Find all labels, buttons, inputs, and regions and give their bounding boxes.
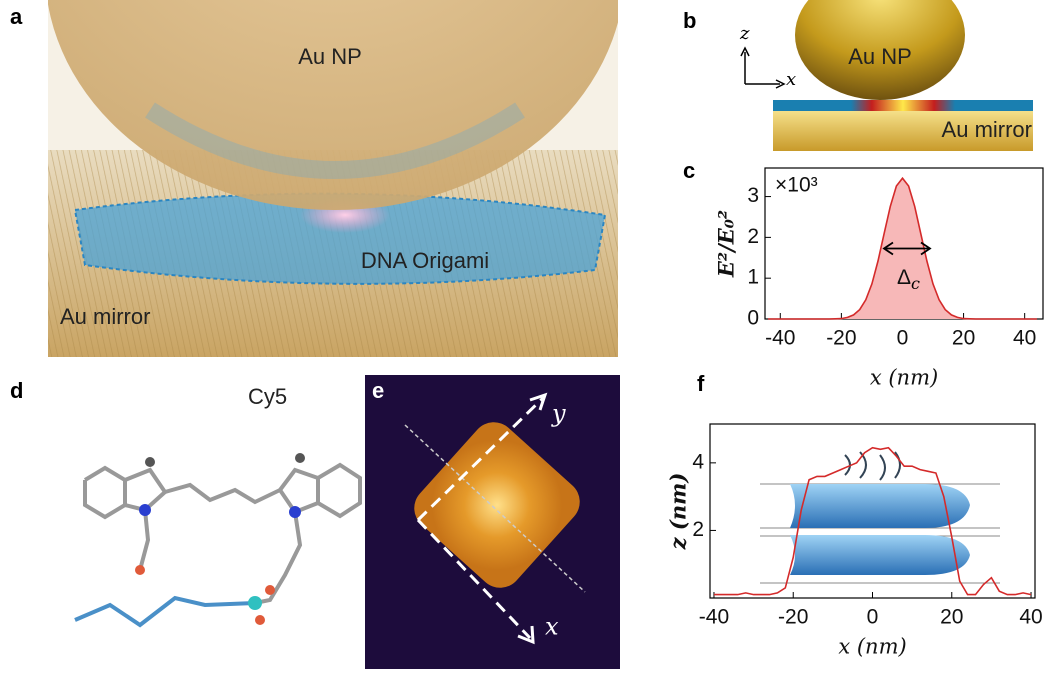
axis-label: z [739, 23, 750, 44]
axis-label: y [551, 400, 566, 428]
x-tick-label: -20 [778, 606, 808, 629]
x-axis-label: x (nm) [870, 366, 938, 390]
y-tick-label: 1 [747, 266, 759, 289]
width-subscript: c [911, 274, 920, 293]
x-tick-label: 40 [1013, 327, 1036, 350]
origami-label: DNA Origami [361, 248, 489, 273]
panel-letter: b [683, 8, 696, 33]
x-tick-label: 20 [940, 606, 963, 629]
x-tick-label: 0 [867, 606, 879, 629]
width-symbol: Δ [897, 266, 911, 289]
np-label: Au NP [848, 44, 912, 69]
x-tick-label: -40 [699, 606, 729, 629]
axis-label: x [545, 613, 559, 641]
y-tick-label: 2 [692, 518, 704, 541]
axis-label: x [786, 69, 796, 90]
y-tick-label: 2 [747, 225, 759, 248]
origami-inset [760, 452, 1000, 583]
x-tick-label: 40 [1019, 606, 1042, 629]
annotation: ×10³ [775, 174, 818, 197]
figure: a Au NP DNA Origami Au mirror b z x Au N… [0, 0, 1050, 669]
y-tick-label: 4 [692, 450, 704, 473]
mirror-label: Au mirror [942, 117, 1032, 142]
panel-letter: a [10, 4, 23, 29]
x-tick-label: -40 [765, 327, 795, 350]
np-label: Au NP [298, 44, 362, 69]
panel-letter: f [697, 371, 705, 396]
x-tick-label: -20 [826, 327, 856, 350]
y-axis-label: z (nm) [666, 473, 691, 551]
y-tick-label: 3 [747, 184, 759, 207]
x-axis-label: x (nm) [838, 635, 906, 659]
y-tick-label: 0 [747, 307, 759, 330]
panel-letter: e [372, 378, 384, 403]
molecule-illustration [75, 453, 360, 625]
x-tick-label: 20 [952, 327, 975, 350]
panel-letter: d [10, 378, 23, 403]
molecule-label: Cy5 [248, 384, 287, 409]
y-axis-label: E²/E₀² [714, 210, 739, 278]
x-tick-label: 0 [897, 327, 909, 350]
mirror-label: Au mirror [60, 304, 150, 329]
panel-letter: c [683, 158, 695, 183]
